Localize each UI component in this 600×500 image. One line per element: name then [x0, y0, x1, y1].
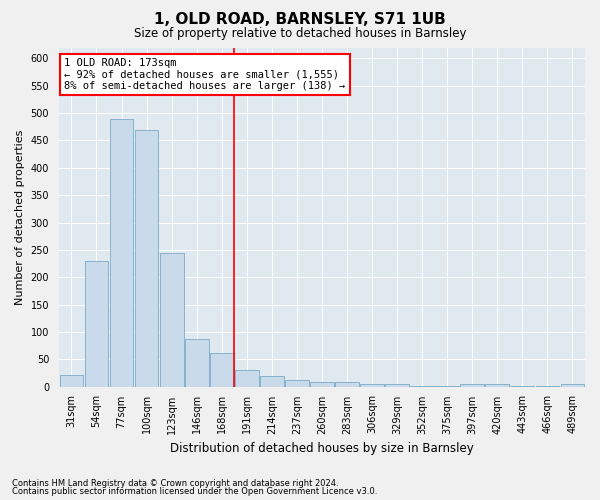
Bar	[285, 380, 309, 386]
Text: 1 OLD ROAD: 173sqm
← 92% of detached houses are smaller (1,555)
8% of semi-detac: 1 OLD ROAD: 173sqm ← 92% of detached hou…	[64, 58, 346, 91]
X-axis label: Distribution of detached houses by size in Barnsley: Distribution of detached houses by size …	[170, 442, 474, 455]
Bar	[485, 384, 509, 386]
Text: Contains HM Land Registry data © Crown copyright and database right 2024.: Contains HM Land Registry data © Crown c…	[12, 478, 338, 488]
Bar	[260, 376, 284, 386]
Bar	[85, 261, 109, 386]
Text: 1, OLD ROAD, BARNSLEY, S71 1UB: 1, OLD ROAD, BARNSLEY, S71 1UB	[154, 12, 446, 28]
Bar	[134, 130, 158, 386]
Bar	[385, 384, 409, 386]
Bar	[335, 382, 359, 386]
Bar	[59, 374, 83, 386]
Bar	[560, 384, 584, 386]
Bar	[210, 352, 233, 386]
Text: Size of property relative to detached houses in Barnsley: Size of property relative to detached ho…	[134, 28, 466, 40]
Bar	[460, 384, 484, 386]
Bar	[185, 338, 209, 386]
Bar	[235, 370, 259, 386]
Y-axis label: Number of detached properties: Number of detached properties	[15, 130, 25, 305]
Text: Contains public sector information licensed under the Open Government Licence v3: Contains public sector information licen…	[12, 487, 377, 496]
Bar	[360, 384, 384, 386]
Bar	[110, 118, 133, 386]
Bar	[310, 382, 334, 386]
Bar	[160, 252, 184, 386]
